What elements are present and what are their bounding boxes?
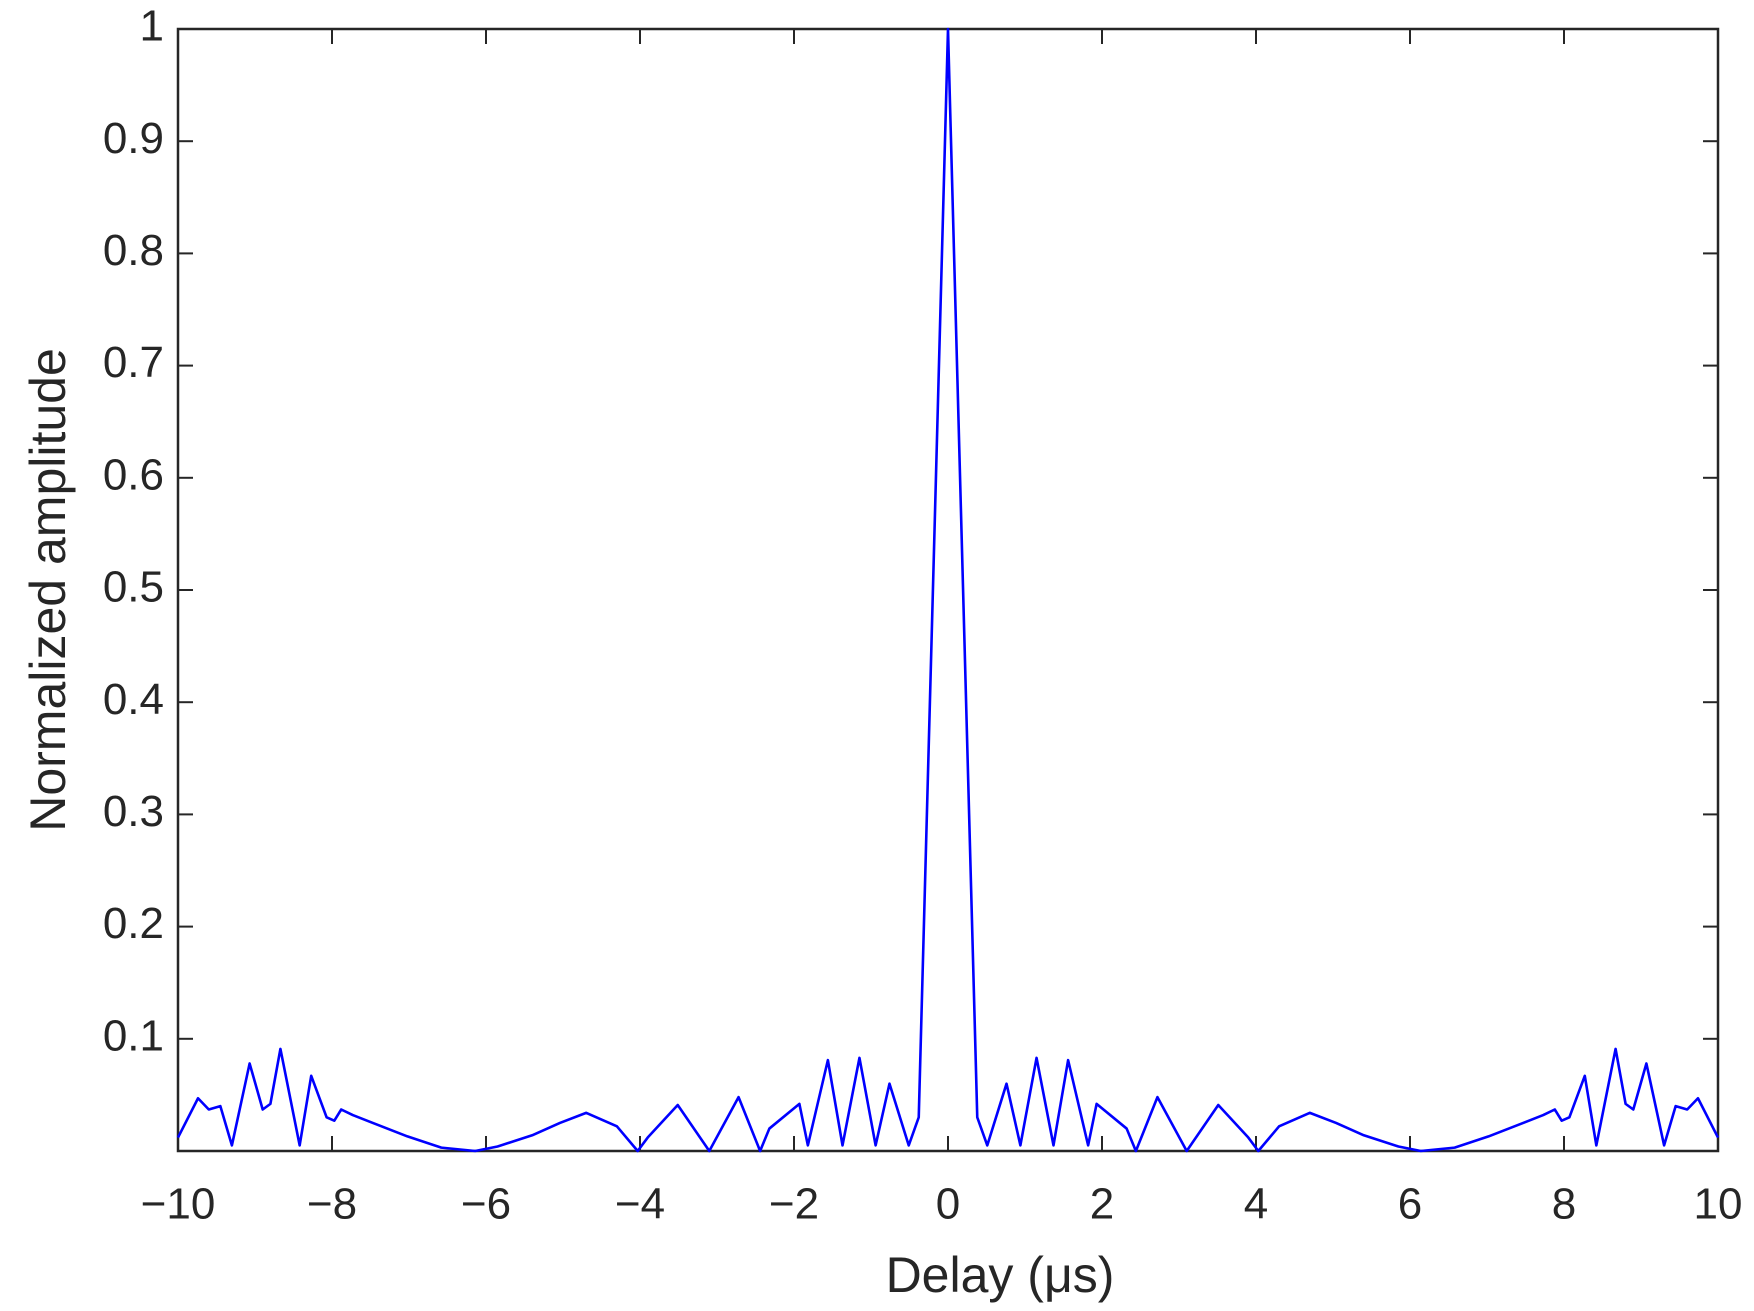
y-tick-label: 0.2	[103, 899, 164, 948]
y-tick-label: 1	[140, 2, 164, 51]
x-tick-label: 10	[1694, 1180, 1743, 1229]
x-tick-label: −6	[461, 1180, 511, 1229]
x-tick-label: 0	[936, 1180, 960, 1229]
x-tick-label: 6	[1398, 1180, 1422, 1229]
x-tick-label: −8	[307, 1180, 357, 1229]
x-tick-label: −10	[141, 1180, 216, 1229]
y-tick-label: 0.1	[103, 1011, 164, 1060]
x-tick-label: −2	[769, 1180, 819, 1229]
y-tick-label: 0.4	[103, 675, 164, 724]
data-line	[176, 27, 1720, 1153]
plot-frame	[176, 27, 1720, 1153]
x-tick-label: 2	[1090, 1180, 1114, 1229]
x-tick-label: 4	[1244, 1180, 1268, 1229]
y-tick-label: 0.5	[103, 563, 164, 612]
y-axis-label: Normalized amplitude	[20, 348, 76, 832]
y-tick-label: 0.8	[103, 226, 164, 275]
y-tick-label: 0.7	[103, 338, 164, 387]
x-tick-label: 8	[1552, 1180, 1576, 1229]
x-axis-label: Delay (μs)	[886, 1247, 1115, 1303]
x-tick-label: −4	[615, 1180, 665, 1229]
y-tick-label: 0.6	[103, 450, 164, 499]
y-tick-label: 0.9	[103, 114, 164, 163]
y-tick-label: 0.3	[103, 787, 164, 836]
